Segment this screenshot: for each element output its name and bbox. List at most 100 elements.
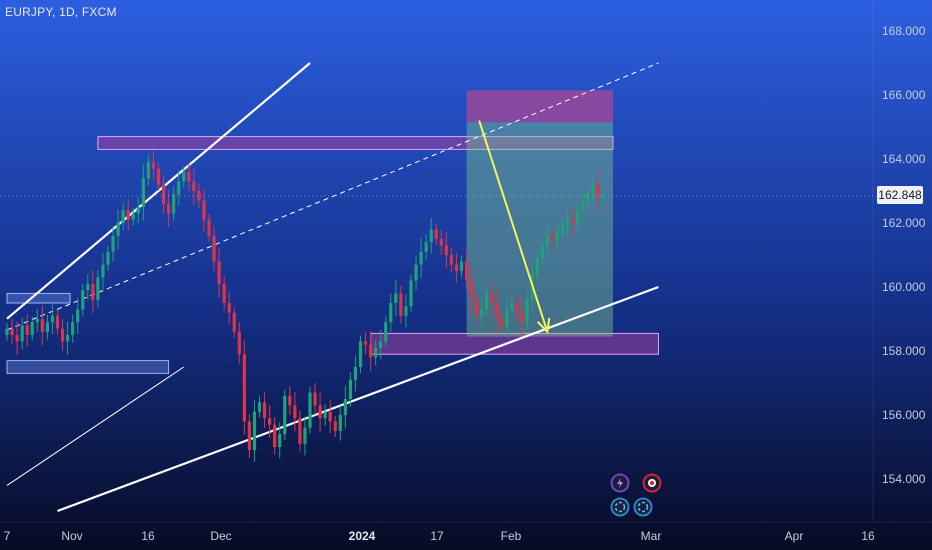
projection-arrow-head xyxy=(536,317,551,334)
candle-body xyxy=(45,322,49,332)
candle-body xyxy=(429,229,433,243)
candle-body xyxy=(480,309,484,316)
icon-ring xyxy=(633,497,653,517)
candle-body xyxy=(141,178,145,207)
time-tick-label: Nov xyxy=(61,529,82,543)
candle-body xyxy=(5,328,9,335)
candle-body xyxy=(454,264,459,271)
candle-body xyxy=(379,341,383,348)
price-tick-label: 164.000 xyxy=(882,152,926,166)
candle-body xyxy=(167,203,171,214)
overlay-layer xyxy=(0,120,873,334)
price-tick-label: 168.000 xyxy=(882,24,926,38)
candles-layer xyxy=(5,150,605,462)
candle-body xyxy=(343,399,347,415)
channel-lower-line xyxy=(57,285,659,513)
candle-body xyxy=(232,312,236,332)
candle-body xyxy=(293,405,297,419)
candle-body xyxy=(91,283,95,300)
candle-body xyxy=(212,235,216,262)
candle-body xyxy=(15,335,19,342)
candle-body xyxy=(439,239,443,246)
candle-body xyxy=(177,181,181,195)
candle-body xyxy=(101,264,105,278)
candle-body xyxy=(338,415,342,431)
candle-body xyxy=(323,411,327,419)
candle-body xyxy=(576,210,580,223)
candle-body xyxy=(182,171,186,182)
candle-body xyxy=(591,184,595,195)
time-tick-label: Apr xyxy=(785,529,804,543)
price-axis[interactable]: 154.000 156.000 158.000 160.000 162.000 164.0… xyxy=(882,24,926,486)
candle-body xyxy=(515,303,519,313)
candle-body xyxy=(596,184,600,198)
candle-body xyxy=(283,395,287,435)
candle-body xyxy=(419,251,423,265)
candle-body xyxy=(207,219,211,236)
indicator-icons[interactable] xyxy=(610,473,662,517)
candle-body xyxy=(136,207,140,214)
candle-body xyxy=(525,299,529,323)
candle-body xyxy=(348,379,352,399)
price-tick-label: 154.000 xyxy=(882,472,926,486)
left-zone-upper xyxy=(6,292,71,304)
candle-body xyxy=(535,258,539,275)
candle-body xyxy=(197,191,201,201)
candle-body xyxy=(369,344,373,358)
candle-body xyxy=(470,280,474,300)
candle-body xyxy=(151,162,156,169)
candle-body xyxy=(146,162,150,179)
record-icon[interactable] xyxy=(642,473,662,493)
candle-body xyxy=(30,322,34,335)
candle-body xyxy=(414,264,418,281)
time-axis[interactable]: 7 Nov 16 Dec 2024 17 Feb Mar Apr 16 xyxy=(4,529,875,543)
zones-layer xyxy=(6,90,659,374)
candle-body xyxy=(288,395,292,406)
spiral-icon[interactable] xyxy=(610,497,630,517)
candle-body xyxy=(464,261,469,281)
lightning-icon[interactable] xyxy=(610,473,630,493)
spiral-icon[interactable] xyxy=(633,497,653,517)
candle-body xyxy=(262,402,267,419)
candle-body xyxy=(86,283,90,291)
time-tick-label: 16 xyxy=(141,529,155,543)
last-price-badge: 162.848 xyxy=(877,186,923,204)
icon-ring xyxy=(610,497,630,517)
time-tick-label: Feb xyxy=(501,529,522,543)
bolt-glyph xyxy=(617,478,623,488)
candle-body xyxy=(156,168,161,185)
price-tick-label: 156.000 xyxy=(882,408,926,422)
candle-body xyxy=(545,235,549,246)
time-tick-label: 2024 xyxy=(349,529,376,543)
candle-body xyxy=(586,194,590,204)
inner-trend-line xyxy=(6,366,185,486)
candle-body xyxy=(202,200,206,220)
candle-body xyxy=(475,299,479,316)
candle-body xyxy=(161,184,166,204)
candle-body xyxy=(242,354,246,422)
candle-body xyxy=(55,315,60,329)
candle-body xyxy=(353,367,358,380)
candle-body xyxy=(278,434,282,447)
candle-body xyxy=(490,293,494,303)
projection-arrow-line xyxy=(478,120,549,333)
candle-body xyxy=(252,411,257,451)
candle-body xyxy=(409,280,413,307)
time-tick-label: 7 xyxy=(4,529,11,543)
candle-body xyxy=(50,315,55,323)
candle-body xyxy=(96,277,100,300)
candle-body xyxy=(217,261,221,284)
candle-body xyxy=(116,223,120,236)
candle-body xyxy=(505,309,509,326)
time-tick-label: 17 xyxy=(430,529,444,543)
candle-body xyxy=(131,213,135,220)
price-tick-label: 166.000 xyxy=(882,88,926,102)
candle-body xyxy=(60,328,65,342)
stop-loss-zone xyxy=(466,90,613,123)
candle-body xyxy=(404,306,408,316)
candle-body xyxy=(40,319,44,332)
time-tick-label: 16 xyxy=(861,529,875,543)
candle-body xyxy=(565,219,570,227)
